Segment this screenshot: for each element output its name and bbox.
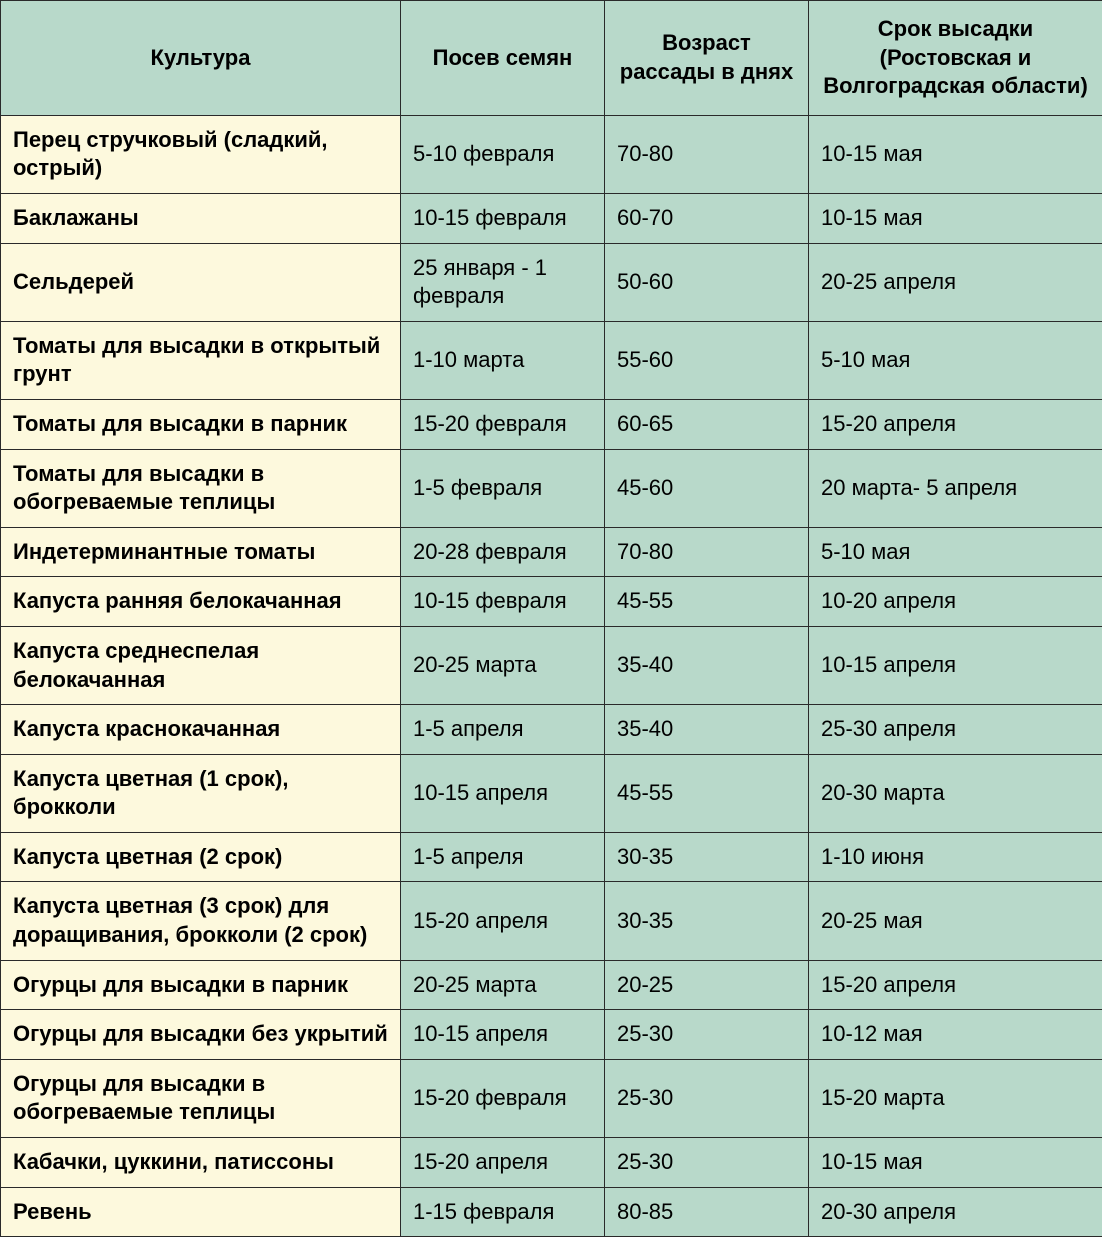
- cell-sowing: 10-15 апреля: [401, 1010, 605, 1060]
- cell-culture: Индетерминантные томаты: [1, 527, 401, 577]
- cell-culture: Перец стручковый (сладкий, острый): [1, 115, 401, 193]
- cell-age: 45-55: [605, 754, 809, 832]
- cell-planting: 10-15 мая: [809, 193, 1102, 243]
- cell-age: 50-60: [605, 243, 809, 321]
- cell-culture: Капуста цветная (3 срок) для доращивания…: [1, 882, 401, 960]
- cell-age: 45-55: [605, 577, 809, 627]
- cell-sowing: 15-20 апреля: [401, 882, 605, 960]
- cell-culture: Томаты для высадки в парник: [1, 399, 401, 449]
- cell-planting: 20-30 марта: [809, 754, 1102, 832]
- cell-culture: Огурцы для высадки в обогреваемые теплиц…: [1, 1059, 401, 1137]
- cell-planting: 20 марта- 5 апреля: [809, 449, 1102, 527]
- cell-planting: 20-25 мая: [809, 882, 1102, 960]
- cell-planting: 20-30 апреля: [809, 1187, 1102, 1237]
- cell-planting: 15-20 апреля: [809, 399, 1102, 449]
- cell-sowing: 5-10 февраля: [401, 115, 605, 193]
- cell-culture: Томаты для высадки в открытый грунт: [1, 321, 401, 399]
- cell-age: 25-30: [605, 1010, 809, 1060]
- cell-sowing: 10-15 февраля: [401, 193, 605, 243]
- cell-sowing: 15-20 апреля: [401, 1138, 605, 1188]
- cell-culture: Капуста краснокачанная: [1, 705, 401, 755]
- cell-culture: Сельдерей: [1, 243, 401, 321]
- table-row: Ревень1-15 февраля80-8520-30 апреля: [1, 1187, 1102, 1237]
- table-row: Кабачки, цуккини, патиссоны15-20 апреля2…: [1, 1138, 1102, 1188]
- table-row: Капуста цветная (3 срок) для доращивания…: [1, 882, 1102, 960]
- table-row: Огурцы для высадки без укрытий10-15 апре…: [1, 1010, 1102, 1060]
- cell-sowing: 15-20 февраля: [401, 399, 605, 449]
- cell-sowing: 20-25 марта: [401, 960, 605, 1010]
- cell-planting: 1-10 июня: [809, 832, 1102, 882]
- cell-planting: 10-15 апреля: [809, 626, 1102, 704]
- cell-sowing: 1-15 февраля: [401, 1187, 605, 1237]
- table-row: Индетерминантные томаты20-28 февраля70-8…: [1, 527, 1102, 577]
- table-row: Капуста среднеспелая белокачанная20-25 м…: [1, 626, 1102, 704]
- cell-sowing: 1-10 марта: [401, 321, 605, 399]
- cell-culture: Баклажаны: [1, 193, 401, 243]
- table-row: Перец стручковый (сладкий, острый)5-10 ф…: [1, 115, 1102, 193]
- cell-culture: Кабачки, цуккини, патиссоны: [1, 1138, 401, 1188]
- cell-sowing: 10-15 февраля: [401, 577, 605, 627]
- table-row: Капуста ранняя белокачанная10-15 февраля…: [1, 577, 1102, 627]
- table-row: Огурцы для высадки в обогреваемые теплиц…: [1, 1059, 1102, 1137]
- cell-planting: 5-10 мая: [809, 321, 1102, 399]
- table-body: Перец стручковый (сладкий, острый)5-10 ф…: [1, 115, 1102, 1236]
- cell-age: 35-40: [605, 626, 809, 704]
- table-row: Томаты для высадки в открытый грунт1-10 …: [1, 321, 1102, 399]
- table-row: Баклажаны10-15 февраля60-7010-15 мая: [1, 193, 1102, 243]
- cell-culture: Томаты для высадки в обогреваемые теплиц…: [1, 449, 401, 527]
- cell-culture: Капуста цветная (1 срок), брокколи: [1, 754, 401, 832]
- cell-sowing: 20-28 февраля: [401, 527, 605, 577]
- cell-age: 80-85: [605, 1187, 809, 1237]
- cell-culture: Капуста цветная (2 срок): [1, 832, 401, 882]
- cell-age: 70-80: [605, 115, 809, 193]
- cell-culture: Огурцы для высадки в парник: [1, 960, 401, 1010]
- table-row: Капуста краснокачанная1-5 апреля35-4025-…: [1, 705, 1102, 755]
- cell-planting: 15-20 апреля: [809, 960, 1102, 1010]
- cell-sowing: 1-5 апреля: [401, 705, 605, 755]
- table-row: Томаты для высадки в обогреваемые теплиц…: [1, 449, 1102, 527]
- cell-age: 25-30: [605, 1059, 809, 1137]
- cell-culture: Ревень: [1, 1187, 401, 1237]
- table-row: Томаты для высадки в парник15-20 февраля…: [1, 399, 1102, 449]
- col-header-age: Возраст рассады в днях: [605, 1, 809, 116]
- col-header-culture: Культура: [1, 1, 401, 116]
- cell-age: 35-40: [605, 705, 809, 755]
- cell-sowing: 1-5 февраля: [401, 449, 605, 527]
- table-row: Капуста цветная (1 срок), брокколи10-15 …: [1, 754, 1102, 832]
- cell-planting: 5-10 мая: [809, 527, 1102, 577]
- cell-culture: Капуста ранняя белокачанная: [1, 577, 401, 627]
- cell-sowing: 1-5 апреля: [401, 832, 605, 882]
- cell-planting: 25-30 апреля: [809, 705, 1102, 755]
- cell-age: 60-65: [605, 399, 809, 449]
- table-header: Культура Посев семян Возраст рассады в д…: [1, 1, 1102, 116]
- cell-age: 70-80: [605, 527, 809, 577]
- cell-planting: 15-20 марта: [809, 1059, 1102, 1137]
- table-row: Капуста цветная (2 срок)1-5 апреля30-351…: [1, 832, 1102, 882]
- cell-age: 30-35: [605, 882, 809, 960]
- cell-culture: Огурцы для высадки без укрытий: [1, 1010, 401, 1060]
- cell-planting: 10-15 мая: [809, 115, 1102, 193]
- cell-planting: 10-20 апреля: [809, 577, 1102, 627]
- cell-sowing: 20-25 марта: [401, 626, 605, 704]
- cell-sowing: 15-20 февраля: [401, 1059, 605, 1137]
- cell-age: 45-60: [605, 449, 809, 527]
- cell-sowing: 25 января - 1 февраля: [401, 243, 605, 321]
- col-header-planting: Срок высадки (Ростовская и Волгоградская…: [809, 1, 1102, 116]
- table-row: Сельдерей25 января - 1 февраля50-6020-25…: [1, 243, 1102, 321]
- cell-sowing: 10-15 апреля: [401, 754, 605, 832]
- cell-planting: 20-25 апреля: [809, 243, 1102, 321]
- cell-planting: 10-15 мая: [809, 1138, 1102, 1188]
- cell-age: 60-70: [605, 193, 809, 243]
- cell-planting: 10-12 мая: [809, 1010, 1102, 1060]
- col-header-sowing: Посев семян: [401, 1, 605, 116]
- seedling-schedule-table: Культура Посев семян Возраст рассады в д…: [0, 0, 1102, 1237]
- cell-age: 25-30: [605, 1138, 809, 1188]
- table-row: Огурцы для высадки в парник20-25 марта20…: [1, 960, 1102, 1010]
- cell-culture: Капуста среднеспелая белокачанная: [1, 626, 401, 704]
- cell-age: 20-25: [605, 960, 809, 1010]
- cell-age: 55-60: [605, 321, 809, 399]
- cell-age: 30-35: [605, 832, 809, 882]
